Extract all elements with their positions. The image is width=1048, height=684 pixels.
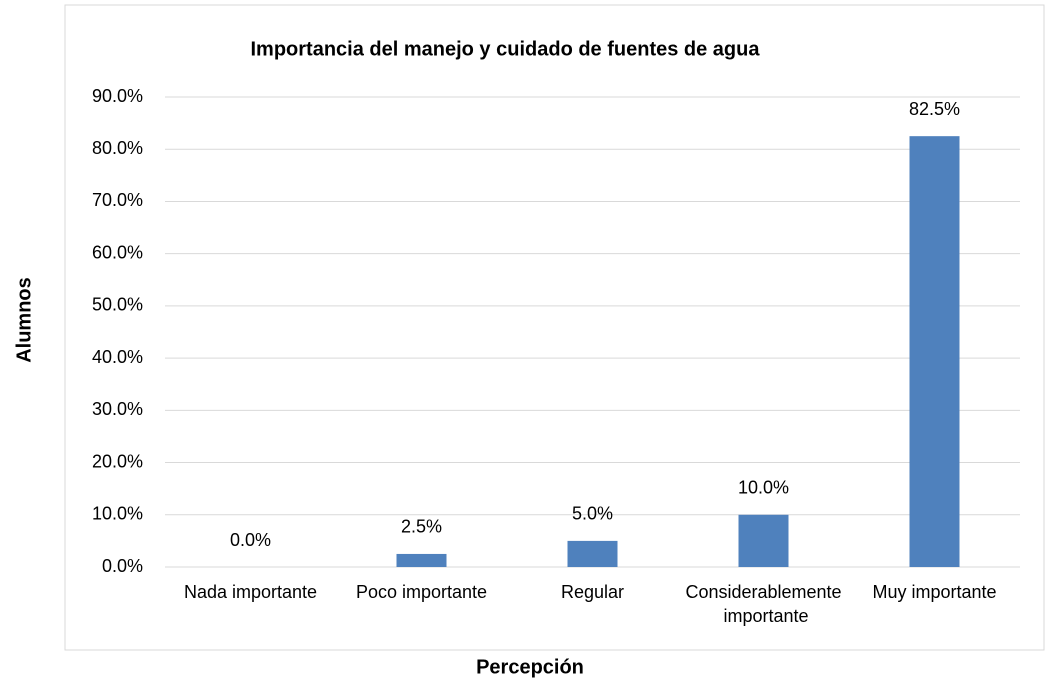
y-tick-label: 40.0%: [92, 347, 143, 367]
x-tick-label: Nada importante: [184, 582, 317, 602]
bar: [738, 514, 789, 567]
data-label: 2.5%: [401, 517, 442, 537]
x-tick-label: Regular: [561, 582, 624, 602]
y-tick-label: 70.0%: [92, 190, 143, 210]
y-axis-title: Alumnos: [13, 277, 35, 363]
y-tick-label: 90.0%: [92, 86, 143, 106]
chart-frame: [64, 4, 1045, 651]
bar: [567, 540, 618, 567]
x-tick-label: Muy importante: [872, 582, 996, 602]
data-label: 82.5%: [909, 99, 960, 119]
y-tick-label: 60.0%: [92, 242, 143, 262]
y-tick-label: 10.0%: [92, 504, 143, 524]
y-tick-label: 80.0%: [92, 138, 143, 158]
bar: [396, 553, 447, 567]
data-label: 0.0%: [230, 530, 271, 550]
x-tick-label: Poco importante: [356, 582, 487, 602]
bar: [909, 136, 960, 567]
y-tick-label: 30.0%: [92, 399, 143, 419]
y-tick-label: 50.0%: [92, 295, 143, 315]
y-tick-label: 20.0%: [92, 451, 143, 471]
x-tick-label: Considerablemente importante: [685, 582, 841, 626]
data-label: 5.0%: [572, 504, 613, 524]
data-label: 10.0%: [738, 478, 789, 498]
x-axis-title: Percepción: [476, 656, 584, 678]
y-tick-label: 0.0%: [102, 556, 143, 576]
chart-title: Importancia del manejo y cuidado de fuen…: [250, 38, 760, 60]
